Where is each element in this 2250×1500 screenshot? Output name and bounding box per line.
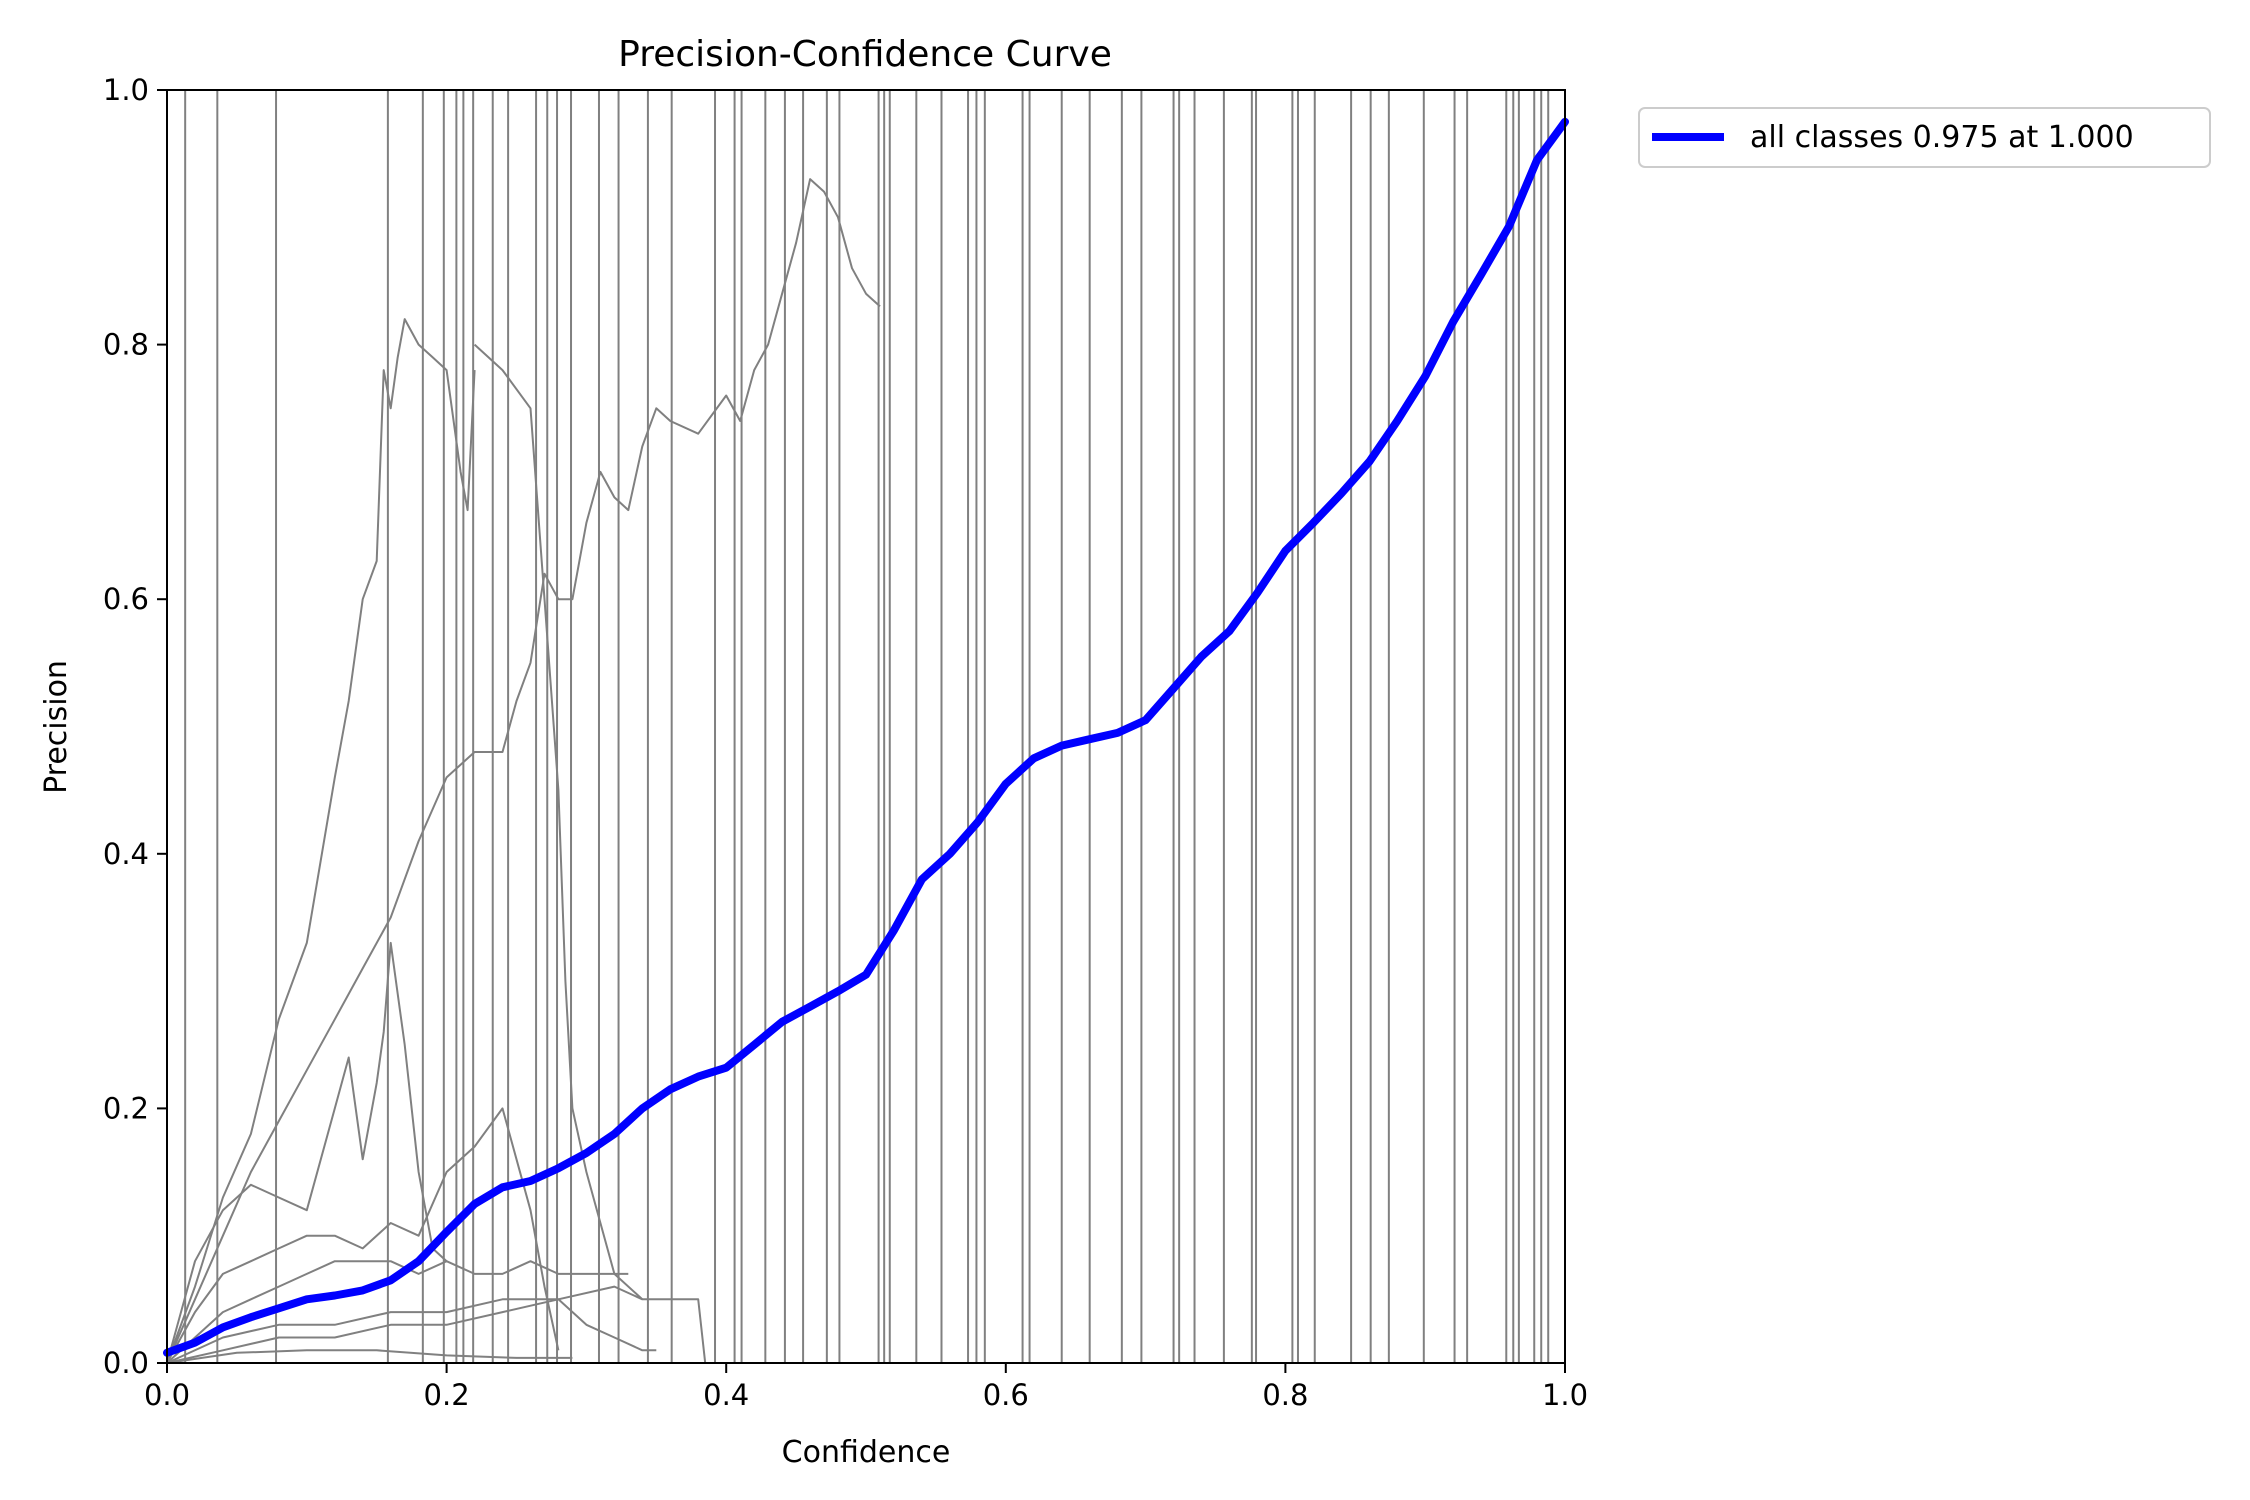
legend: all classes 0.975 at 1.000	[1638, 107, 2211, 168]
y-tick-label-4: 0.8	[103, 328, 149, 362]
x-tick-label-1: 0.2	[424, 1378, 470, 1412]
class-curve-1	[473, 343, 643, 1301]
chart-title: Precision-Confidence Curve	[618, 34, 1112, 75]
y-tick-label-3: 0.6	[103, 582, 149, 616]
x-tick-label-0: 0.0	[144, 1378, 190, 1412]
y-axis-title: Precision	[39, 660, 74, 794]
x-tick-label-3: 0.6	[983, 1378, 1029, 1412]
plot-area	[163, 90, 1569, 1364]
class-curve-4	[166, 1107, 560, 1364]
x-tick-label-4: 0.8	[1262, 1378, 1308, 1412]
axis-ticks: 0.0 0.2 0.4 0.6 0.8 1.0 0.0 0.2 0.4 0.6 0.8 1.0	[103, 73, 1588, 1412]
legend-label-all-classes: all classes 0.975 at 1.000	[1750, 120, 2134, 155]
x-tick-label-5: 1.0	[1542, 1378, 1588, 1412]
y-tick-label-2: 0.4	[103, 837, 149, 871]
class-curve-3	[166, 941, 448, 1364]
axes-frame	[166, 89, 1566, 1364]
class-curve-0	[166, 318, 476, 1364]
legend-frame	[1638, 107, 2211, 168]
x-tick-label-2: 0.4	[703, 1378, 749, 1412]
y-tick-label-0: 0.0	[103, 1346, 149, 1380]
all-classes-curve	[163, 117, 1569, 1357]
class-curve-2	[166, 178, 881, 1364]
class-curve-6	[166, 1285, 707, 1364]
y-tick-label-1: 0.2	[103, 1091, 149, 1125]
class-curve-8	[166, 1349, 573, 1364]
x-axis-title: Confidence	[782, 1435, 951, 1470]
class-curve-7	[166, 1298, 657, 1364]
y-tick-label-5: 1.0	[103, 73, 149, 107]
